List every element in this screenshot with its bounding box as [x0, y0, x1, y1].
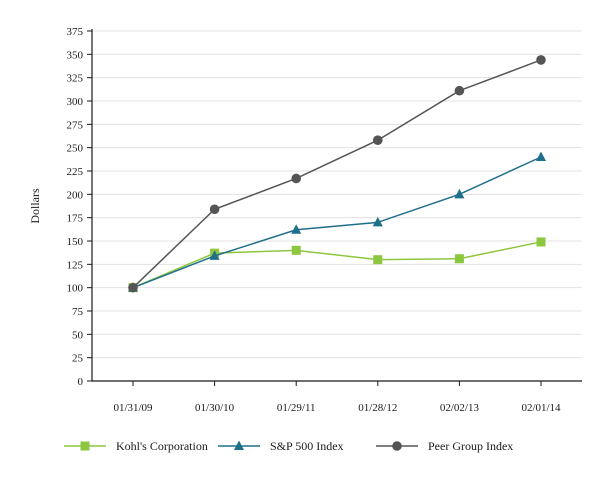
data-point [536, 237, 546, 247]
data-point [372, 216, 383, 227]
y-tick-label: 325 [67, 73, 84, 85]
series-line [132, 59, 542, 289]
y-tick-label: 175 [67, 213, 84, 225]
y-tick-label: 250 [67, 143, 84, 155]
data-point [536, 55, 546, 65]
y-tick-label: 50 [72, 329, 84, 341]
data-point [454, 85, 465, 96]
data-point [291, 224, 302, 234]
data-point [454, 188, 465, 199]
data-point [454, 254, 464, 264]
y-tick-label: 200 [67, 189, 84, 201]
legend-marker [234, 440, 244, 450]
y-axis-title: Dollars [28, 188, 42, 224]
y-tick-label: 275 [67, 119, 84, 131]
series-1 [128, 151, 546, 292]
x-tick-label: 02/02/13 [440, 402, 480, 414]
legend-item: Kohl's Corporation [64, 439, 208, 453]
x-tick-label: 02/01/14 [521, 402, 561, 414]
series-line [132, 156, 542, 289]
data-point [128, 282, 138, 293]
y-tick-label: 25 [72, 353, 84, 365]
legend-marker [392, 441, 402, 451]
y-tick-label: 100 [67, 283, 84, 295]
series-line [132, 241, 542, 289]
y-tick-label: 300 [67, 96, 84, 108]
data-point [536, 151, 546, 161]
series-layer [128, 55, 546, 293]
data-point [291, 245, 301, 255]
data-point [209, 250, 220, 260]
x-axis: 01/31/09 01/30/10 01/29/11 01/28/12 02/02/13… [113, 381, 561, 414]
legend: Kohl's Corporation S&P 500 Index Peer Grou… [64, 439, 513, 453]
series-2 [128, 55, 546, 293]
legend-label: Kohl's Corporation [116, 439, 208, 453]
y-tick-label: 350 [67, 49, 84, 61]
y-tick-label: 375 [67, 26, 84, 38]
grid-lines [92, 30, 582, 359]
x-tick-label: 01/31/09 [113, 402, 153, 414]
legend-label: S&P 500 Index [270, 439, 344, 453]
y-tick-label: 125 [67, 259, 84, 271]
data-point [291, 173, 302, 184]
y-tick-label: 75 [72, 306, 84, 318]
legend-item: S&P 500 Index [218, 439, 344, 453]
legend-marker [80, 441, 90, 451]
data-point [373, 255, 383, 265]
data-point [209, 204, 220, 215]
legend-item: Peer Group Index [376, 439, 513, 453]
y-tick-label: 150 [67, 236, 84, 248]
y-tick-label: 225 [67, 166, 84, 178]
legend-label: Peer Group Index [428, 439, 513, 453]
x-tick-label: 01/29/11 [277, 402, 316, 414]
x-tick-label: 01/30/10 [195, 402, 235, 414]
y-axis: 0 25 50 75 100 125 150 175 200 225 250 275 300 325 350… [67, 26, 92, 388]
x-tick-label: 01/28/12 [358, 402, 397, 414]
data-point [373, 135, 383, 145]
y-tick-label: 0 [78, 376, 84, 388]
